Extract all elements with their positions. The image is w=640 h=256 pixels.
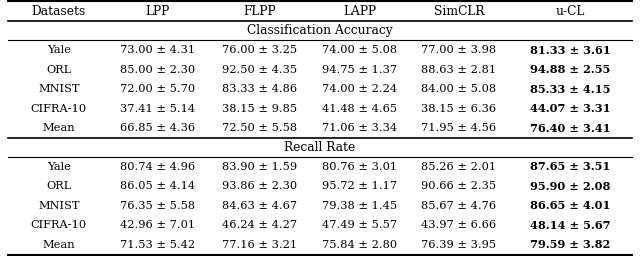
- Text: 90.66 ± 2.35: 90.66 ± 2.35: [421, 182, 497, 191]
- Text: 48.14 ± 5.67: 48.14 ± 5.67: [530, 220, 611, 231]
- Text: 72.00 ± 5.70: 72.00 ± 5.70: [120, 84, 195, 94]
- Text: 71.06 ± 3.34: 71.06 ± 3.34: [322, 123, 397, 133]
- Text: 80.74 ± 4.96: 80.74 ± 4.96: [120, 162, 195, 172]
- Text: FLPP: FLPP: [243, 5, 276, 18]
- Text: 79.59 ± 3.82: 79.59 ± 3.82: [531, 239, 611, 250]
- Text: LPP: LPP: [145, 5, 170, 18]
- Text: 85.00 ± 2.30: 85.00 ± 2.30: [120, 65, 195, 74]
- Text: ORL: ORL: [46, 182, 72, 191]
- Text: 94.75 ± 1.37: 94.75 ± 1.37: [322, 65, 397, 74]
- Text: 41.48 ± 4.65: 41.48 ± 4.65: [322, 103, 397, 113]
- Text: 85.67 ± 4.76: 85.67 ± 4.76: [421, 201, 497, 211]
- Text: 74.00 ± 5.08: 74.00 ± 5.08: [322, 45, 397, 55]
- Text: 43.97 ± 6.66: 43.97 ± 6.66: [421, 220, 497, 230]
- Text: Mean: Mean: [42, 123, 75, 133]
- Text: 76.35 ± 5.58: 76.35 ± 5.58: [120, 201, 195, 211]
- Text: 85.26 ± 2.01: 85.26 ± 2.01: [421, 162, 497, 172]
- Text: 71.53 ± 5.42: 71.53 ± 5.42: [120, 240, 195, 250]
- Text: 38.15 ± 9.85: 38.15 ± 9.85: [222, 103, 297, 113]
- Text: 74.00 ± 2.24: 74.00 ± 2.24: [322, 84, 397, 94]
- Text: Yale: Yale: [47, 162, 70, 172]
- Text: 37.41 ± 5.14: 37.41 ± 5.14: [120, 103, 195, 113]
- Text: ORL: ORL: [46, 65, 72, 74]
- Text: 87.65 ± 3.51: 87.65 ± 3.51: [531, 162, 611, 173]
- Text: 83.33 ± 4.86: 83.33 ± 4.86: [222, 84, 297, 94]
- Text: 80.76 ± 3.01: 80.76 ± 3.01: [322, 162, 397, 172]
- Text: 47.49 ± 5.57: 47.49 ± 5.57: [322, 220, 397, 230]
- Text: 73.00 ± 4.31: 73.00 ± 4.31: [120, 45, 195, 55]
- Text: 79.38 ± 1.45: 79.38 ± 1.45: [322, 201, 397, 211]
- Text: 77.00 ± 3.98: 77.00 ± 3.98: [421, 45, 497, 55]
- Text: 84.63 ± 4.67: 84.63 ± 4.67: [222, 201, 297, 211]
- Text: 93.86 ± 2.30: 93.86 ± 2.30: [222, 182, 297, 191]
- Text: 92.50 ± 4.35: 92.50 ± 4.35: [222, 65, 297, 74]
- Text: Classification Accuracy: Classification Accuracy: [247, 24, 393, 37]
- Text: 76.40 ± 3.41: 76.40 ± 3.41: [530, 123, 611, 133]
- Text: 76.00 ± 3.25: 76.00 ± 3.25: [222, 45, 297, 55]
- Text: CIFRA-10: CIFRA-10: [31, 220, 87, 230]
- Text: 76.39 ± 3.95: 76.39 ± 3.95: [421, 240, 497, 250]
- Text: 85.33 ± 4.15: 85.33 ± 4.15: [531, 83, 611, 94]
- Text: 38.15 ± 6.36: 38.15 ± 6.36: [421, 103, 497, 113]
- Text: 86.05 ± 4.14: 86.05 ± 4.14: [120, 182, 195, 191]
- Text: Datasets: Datasets: [31, 5, 86, 18]
- Text: 81.33 ± 3.61: 81.33 ± 3.61: [530, 45, 611, 56]
- Text: CIFRA-10: CIFRA-10: [31, 103, 87, 113]
- Text: MNIST: MNIST: [38, 84, 79, 94]
- Text: 42.96 ± 7.01: 42.96 ± 7.01: [120, 220, 195, 230]
- Text: u-CL: u-CL: [556, 5, 585, 18]
- Text: LAPP: LAPP: [343, 5, 376, 18]
- Text: 44.07 ± 3.31: 44.07 ± 3.31: [530, 103, 611, 114]
- Text: 94.88 ± 2.55: 94.88 ± 2.55: [531, 64, 611, 75]
- Text: 71.95 ± 4.56: 71.95 ± 4.56: [421, 123, 497, 133]
- Text: 84.00 ± 5.08: 84.00 ± 5.08: [421, 84, 497, 94]
- Text: 75.84 ± 2.80: 75.84 ± 2.80: [322, 240, 397, 250]
- Text: Recall Rate: Recall Rate: [284, 141, 356, 154]
- Text: 83.90 ± 1.59: 83.90 ± 1.59: [222, 162, 297, 172]
- Text: 95.90 ± 2.08: 95.90 ± 2.08: [531, 181, 611, 192]
- Text: 77.16 ± 3.21: 77.16 ± 3.21: [222, 240, 297, 250]
- Text: Yale: Yale: [47, 45, 70, 55]
- Text: 72.50 ± 5.58: 72.50 ± 5.58: [222, 123, 297, 133]
- Text: 46.24 ± 4.27: 46.24 ± 4.27: [222, 220, 297, 230]
- Text: SimCLR: SimCLR: [434, 5, 484, 18]
- Text: MNIST: MNIST: [38, 201, 79, 211]
- Text: Mean: Mean: [42, 240, 75, 250]
- Text: 88.63 ± 2.81: 88.63 ± 2.81: [421, 65, 497, 74]
- Text: 66.85 ± 4.36: 66.85 ± 4.36: [120, 123, 195, 133]
- Text: 95.72 ± 1.17: 95.72 ± 1.17: [322, 182, 397, 191]
- Text: 86.65 ± 4.01: 86.65 ± 4.01: [530, 200, 611, 211]
